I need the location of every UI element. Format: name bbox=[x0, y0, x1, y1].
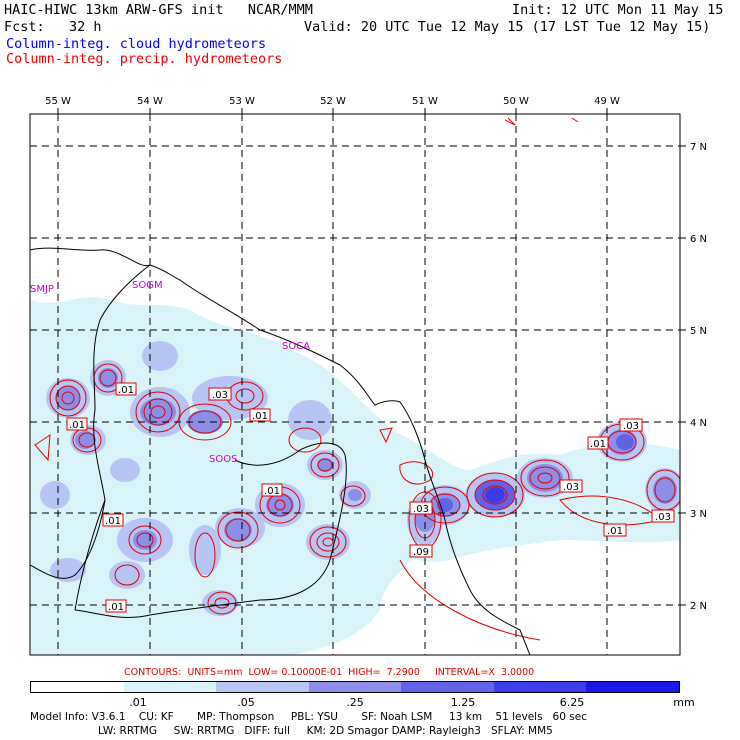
colorbar bbox=[30, 681, 680, 693]
station-label: SMJP bbox=[30, 284, 54, 295]
colorbar-bin bbox=[216, 682, 309, 692]
colorbar-tick: .05 bbox=[237, 696, 255, 709]
colorbar-bin bbox=[401, 682, 494, 692]
contour-label: .03 bbox=[623, 421, 639, 432]
colorbar-bin bbox=[308, 682, 402, 692]
colorbar-units: mm bbox=[673, 696, 695, 709]
legend-precip-hydrometeors: Column-integ. precip. hydrometeors bbox=[6, 51, 283, 67]
lon-label: 52 W bbox=[320, 96, 346, 107]
run-title: HAIC-HIWC 13km ARW-GFS init NCAR/MMM bbox=[4, 2, 313, 18]
colorbar-tick: .01 bbox=[129, 696, 147, 709]
station-label: SOCA bbox=[282, 341, 310, 352]
contour-label: .01 bbox=[105, 516, 121, 527]
contour-label: .01 bbox=[607, 526, 623, 537]
contour-label: .01 bbox=[69, 420, 85, 431]
station-label: SOOS bbox=[209, 454, 237, 465]
colorbar-tick: 1.25 bbox=[450, 696, 476, 709]
contour-label: .01 bbox=[118, 385, 134, 396]
contour-label: .03 bbox=[212, 390, 228, 401]
forecast-hour: Fcst: 32 h bbox=[4, 19, 102, 35]
contour-label: .03 bbox=[655, 512, 671, 523]
contour-label: .09 bbox=[413, 547, 429, 558]
lat-label: 7 N bbox=[690, 142, 707, 153]
init-time: Init: 12 UTC Mon 11 May 15 bbox=[512, 2, 724, 18]
coastlines-borders bbox=[30, 247, 531, 655]
lat-label: 6 N bbox=[690, 234, 707, 245]
contour-label: .01 bbox=[264, 486, 280, 497]
map-frame bbox=[29, 113, 681, 656]
colorbar-bin bbox=[123, 682, 217, 692]
colorbar-tick: .25 bbox=[346, 696, 364, 709]
lon-label: 53 W bbox=[229, 96, 255, 107]
lat-label: 3 N bbox=[690, 509, 707, 520]
contour-info: CONTOURS: UNITS=mm LOW= 0.10000E-01 HIGH… bbox=[124, 667, 535, 678]
contour-label: .01 bbox=[252, 411, 268, 422]
colorbar-bin bbox=[31, 682, 124, 692]
contour-label: .03 bbox=[413, 504, 429, 515]
lat-label: 5 N bbox=[690, 326, 707, 337]
colorbar-bin bbox=[493, 682, 587, 692]
colorbar-tick: 6.25 bbox=[559, 696, 585, 709]
contour-label: .01 bbox=[590, 439, 606, 450]
lon-label: 54 W bbox=[137, 96, 163, 107]
lon-label: 49 W bbox=[594, 96, 620, 107]
contour-value-labels: .01 .01 .03 .01 .01 .01 .01 .03 .09 .03 … bbox=[66, 382, 675, 613]
contour-label: .03 bbox=[563, 482, 579, 493]
legend-cloud-hydrometeors: Column-integ. cloud hydrometeors bbox=[6, 36, 267, 52]
lat-label: 4 N bbox=[690, 418, 707, 429]
lon-label: 55 W bbox=[45, 96, 71, 107]
valid-time: Valid: 20 UTC Tue 12 May 15 (17 LST Tue … bbox=[304, 19, 711, 35]
model-info-line1: Model Info: V3.6.1 CU: KF MP: Thompson P… bbox=[30, 711, 587, 723]
colorbar-bin bbox=[586, 682, 680, 692]
model-info-line2: LW: RRTMG SW: RRTMG DIFF: full KM: 2D Sm… bbox=[98, 725, 553, 737]
lat-lon-grid bbox=[30, 114, 680, 655]
contour-label: .01 bbox=[108, 602, 124, 613]
lat-label: 2 N bbox=[690, 601, 707, 612]
cloud-hydrometeor-shading bbox=[30, 297, 680, 655]
forecast-map: 55 W 54 W 53 W 52 W 51 W 50 W 49 W 7 N 6… bbox=[29, 96, 707, 656]
lon-label: 51 W bbox=[412, 96, 438, 107]
station-label: SOGM bbox=[132, 280, 163, 291]
lon-label: 50 W bbox=[503, 96, 529, 107]
